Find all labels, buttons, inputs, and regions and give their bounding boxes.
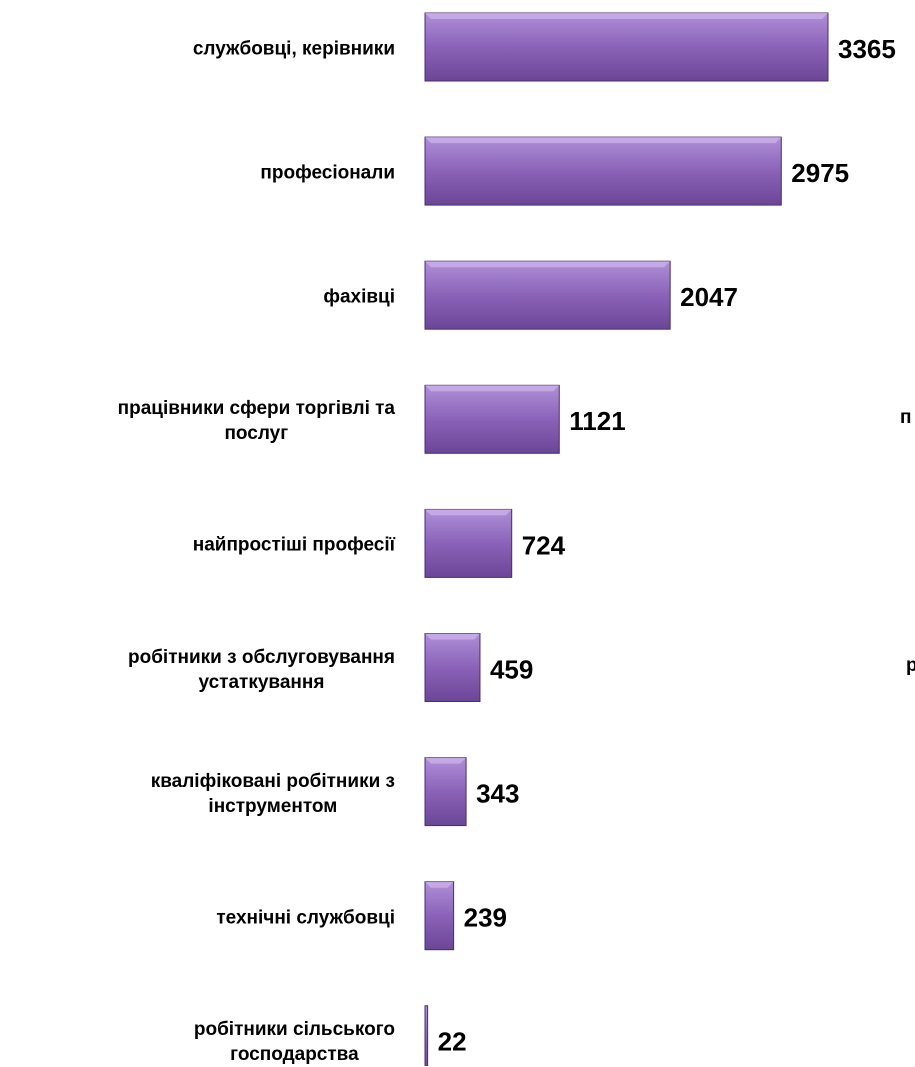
bar [424,12,829,82]
category-label-box: службовці, керівники [193,37,395,62]
value-label: 2975 [791,158,849,188]
bar-bevel [425,509,512,516]
category-label: технічні службовці [216,907,395,929]
category-label-box: професіонали [260,161,395,186]
category-label: фахівці [323,286,395,308]
bar-bevel [425,261,671,268]
value-label: 459 [490,654,533,684]
bar [424,384,560,454]
bar [424,1005,429,1066]
bar [424,633,481,702]
value-label: 724 [522,530,566,560]
category-label-box: кваліфіковані робітники з інструментом [151,769,395,819]
value-label: 3365 [838,34,896,64]
category-label-box: працівники сфери торгівлі та послуг [118,396,395,446]
category-label-box: робітники сільського господарства [194,1017,395,1067]
category-label: службовці, керівники [192,38,395,60]
category-label: робітники з обслуговування устаткування [127,646,395,693]
bar [424,881,455,951]
category-label-box: найпростіші професії [193,533,395,558]
category-label: кваліфіковані робітники з інструментом [150,770,395,817]
bar-bevel [425,757,467,764]
bar [424,757,467,827]
bar [424,260,671,330]
value-label: 343 [476,778,519,808]
category-label-box: технічні службовці [216,905,395,930]
bar-bevel [425,385,560,392]
bar-bevel [425,137,782,144]
category-label: професіонали [260,162,395,184]
category-label-box: робітники з обслуговування устаткування [128,645,395,695]
value-label: 2047 [680,282,738,312]
category-label: робітники сільського господарства [193,1018,395,1065]
annotation: п [900,407,911,428]
category-label: найпростіші професії [192,534,395,556]
annotation: р [906,655,915,676]
value-label: 1121 [569,406,625,436]
bar [424,508,513,578]
bar [424,136,782,206]
category-label-box: фахівці [323,285,395,310]
bar-bevel [425,881,454,888]
bar-bevel [425,633,480,640]
bar-bevel [425,13,828,19]
value-label: 239 [464,903,507,933]
value-label: 22 [438,1027,467,1057]
category-label: працівники сфери торгівлі та послуг [117,398,395,445]
